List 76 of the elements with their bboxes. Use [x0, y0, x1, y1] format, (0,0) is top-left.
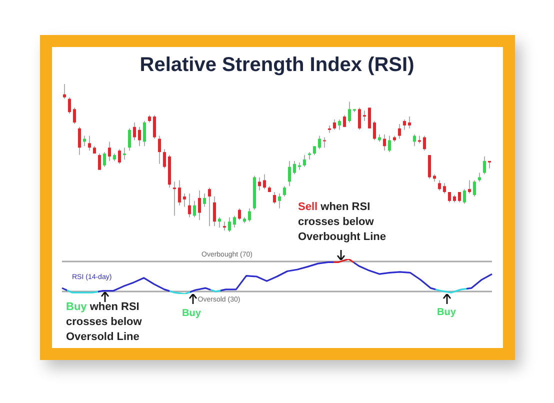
- candlestick: [88, 135, 91, 151]
- candlestick: [408, 116, 411, 129]
- candlestick: [133, 122, 136, 141]
- candlestick: [73, 107, 76, 124]
- candlestick: [163, 148, 166, 169]
- candlestick: [288, 160, 291, 187]
- candlestick: [283, 186, 286, 197]
- candlestick: [483, 156, 486, 175]
- candlestick: [208, 187, 211, 226]
- candlestick: [293, 160, 296, 175]
- text: Buy: [437, 307, 456, 318]
- candlestick: [213, 196, 216, 226]
- candlestick: [128, 128, 131, 151]
- candlestick: [418, 135, 421, 144]
- candlestick: [443, 182, 446, 194]
- candlestick: [318, 135, 321, 150]
- candlestick: [298, 162, 301, 170]
- annotation: Sell when RSI crosses below Overbought Line: [298, 200, 387, 245]
- candlestick: [188, 193, 191, 218]
- candlestick: [398, 124, 401, 140]
- candlestick: [338, 119, 341, 130]
- candlestick: [238, 208, 241, 221]
- candlestick: [103, 152, 106, 168]
- candlestick: [373, 120, 376, 141]
- candlestick: [118, 148, 121, 164]
- candlestick: [358, 107, 361, 130]
- candlestick: [278, 193, 281, 209]
- candlestick: [273, 192, 276, 204]
- candlestick: [138, 126, 141, 147]
- candlestick: [388, 135, 391, 152]
- candlestick: [248, 208, 251, 222]
- candlestick: [323, 136, 326, 148]
- candlestick: [333, 119, 336, 130]
- candlestick: [193, 200, 196, 218]
- candlestick: [403, 119, 406, 130]
- candlestick: [383, 134, 386, 151]
- candlestick: [153, 114, 156, 140]
- candlestick: [348, 101, 351, 123]
- text: Buy: [182, 308, 201, 319]
- chart-title: Relative Strength Index (RSI): [138, 54, 416, 77]
- candlestick: [368, 107, 371, 129]
- text: Buy when RSI crosses below Oversold Line: [66, 300, 143, 345]
- candlestick: [218, 216, 221, 228]
- candlestick: [363, 110, 366, 122]
- candlestick: [228, 216, 231, 232]
- candlestick: [343, 114, 346, 128]
- candlestick: [303, 154, 306, 168]
- candlestick: [198, 190, 201, 221]
- candlestick: [123, 147, 126, 160]
- candlestick: [143, 120, 146, 147]
- candlestick: [438, 180, 441, 191]
- candlestick: [98, 153, 101, 170]
- candlestick: [413, 134, 416, 147]
- candlestick: [108, 141, 111, 162]
- candlestick: [158, 135, 161, 164]
- candlestick: [308, 152, 311, 160]
- candlestick: [263, 174, 266, 190]
- candlestick: [78, 126, 81, 156]
- candlestick: [203, 193, 206, 208]
- candlestick: [458, 192, 461, 203]
- candlestick: [488, 160, 491, 169]
- candlestick: [463, 188, 466, 204]
- candlestick: [328, 125, 331, 134]
- candlestick: [223, 221, 226, 231]
- candlestick: [178, 180, 181, 206]
- candlestick: [473, 180, 476, 197]
- candlestick: [448, 192, 451, 203]
- candlestick: [423, 135, 426, 151]
- candlestick: [183, 193, 186, 208]
- candlestick: [63, 84, 66, 100]
- candlestick: [428, 154, 431, 180]
- candlestick: [468, 180, 471, 194]
- candlestick: [173, 181, 176, 216]
- candlestick: [258, 176, 261, 191]
- candlestick: [68, 96, 71, 114]
- candlestick: [233, 215, 236, 228]
